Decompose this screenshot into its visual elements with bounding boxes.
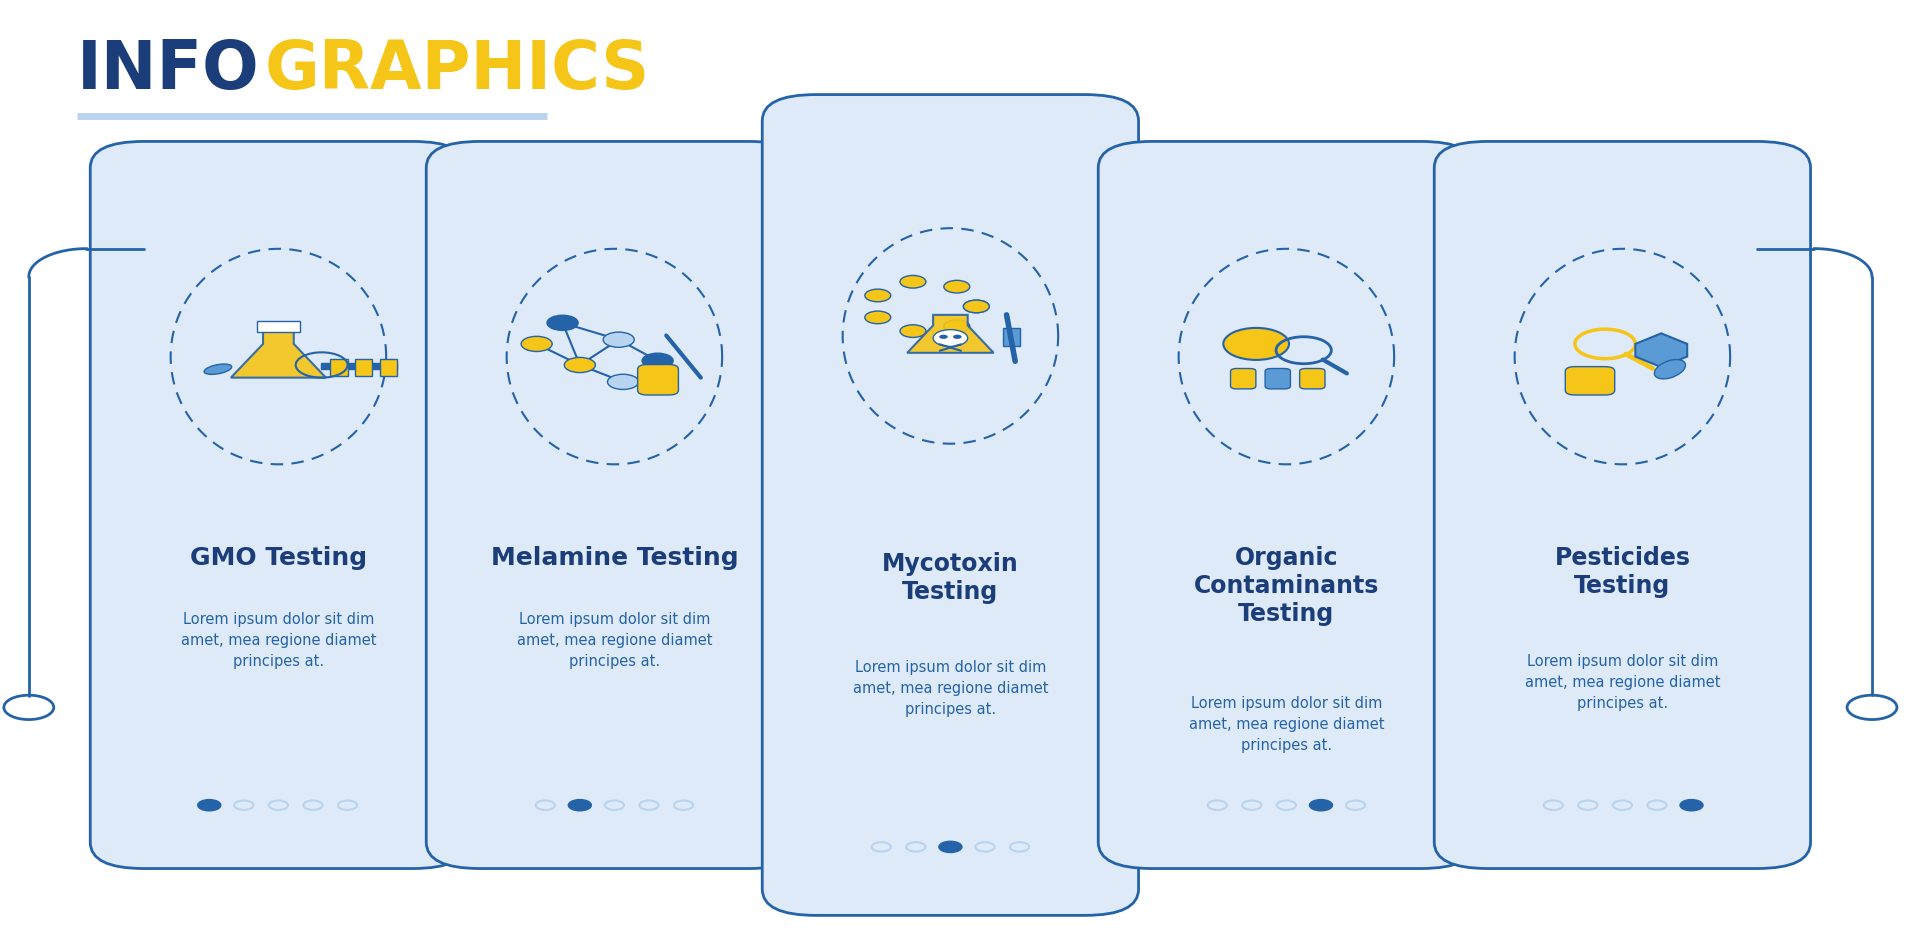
Bar: [355, 359, 372, 376]
Circle shape: [939, 841, 962, 853]
Bar: [380, 359, 397, 376]
Text: Pesticides
Testing: Pesticides Testing: [1555, 546, 1690, 597]
Polygon shape: [1636, 334, 1688, 368]
Circle shape: [900, 276, 925, 289]
FancyBboxPatch shape: [426, 142, 803, 869]
Text: GRAPHICS: GRAPHICS: [265, 37, 651, 103]
FancyBboxPatch shape: [1265, 369, 1290, 389]
Text: GMO Testing: GMO Testing: [190, 546, 367, 570]
FancyBboxPatch shape: [1300, 369, 1325, 389]
Text: Mycotoxin
Testing: Mycotoxin Testing: [881, 551, 1020, 603]
Circle shape: [547, 316, 578, 331]
Circle shape: [964, 300, 989, 314]
Circle shape: [933, 330, 968, 347]
FancyBboxPatch shape: [762, 95, 1139, 915]
Circle shape: [945, 281, 970, 294]
Bar: [1002, 329, 1020, 347]
Bar: [257, 322, 300, 333]
Circle shape: [568, 799, 591, 811]
Circle shape: [603, 333, 634, 348]
Text: Lorem ipsum dolor sit dim
amet, mea regione diamet
principes at.: Lorem ipsum dolor sit dim amet, mea regi…: [516, 611, 712, 668]
Ellipse shape: [204, 365, 232, 375]
Polygon shape: [908, 315, 995, 354]
Circle shape: [1223, 329, 1288, 360]
Text: Melamine Testing: Melamine Testing: [492, 546, 737, 570]
Circle shape: [564, 358, 595, 373]
Circle shape: [607, 375, 639, 390]
Circle shape: [864, 290, 891, 302]
Circle shape: [864, 312, 891, 325]
FancyBboxPatch shape: [1231, 369, 1256, 389]
FancyBboxPatch shape: [637, 365, 678, 396]
FancyBboxPatch shape: [1565, 367, 1615, 396]
Text: Lorem ipsum dolor sit dim
amet, mea regione diamet
principes at.: Lorem ipsum dolor sit dim amet, mea regi…: [1524, 653, 1720, 710]
Bar: [330, 359, 348, 376]
Text: Lorem ipsum dolor sit dim
amet, mea regione diamet
principes at.: Lorem ipsum dolor sit dim amet, mea regi…: [852, 659, 1048, 716]
Text: Lorem ipsum dolor sit dim
amet, mea regione diamet
principes at.: Lorem ipsum dolor sit dim amet, mea regi…: [1188, 695, 1384, 753]
FancyBboxPatch shape: [1434, 142, 1811, 869]
Circle shape: [641, 354, 674, 369]
Circle shape: [520, 337, 553, 352]
Text: INFO: INFO: [77, 37, 259, 103]
Circle shape: [900, 326, 925, 338]
Text: Lorem ipsum dolor sit dim
amet, mea regione diamet
principes at.: Lorem ipsum dolor sit dim amet, mea regi…: [180, 611, 376, 668]
Circle shape: [945, 320, 970, 333]
Ellipse shape: [1655, 360, 1686, 379]
Polygon shape: [230, 332, 326, 378]
FancyBboxPatch shape: [1098, 142, 1475, 869]
Circle shape: [198, 799, 221, 811]
Circle shape: [1680, 799, 1703, 811]
FancyBboxPatch shape: [90, 142, 467, 869]
Circle shape: [939, 335, 948, 340]
Text: Organic
Contaminants
Testing: Organic Contaminants Testing: [1194, 546, 1379, 625]
Circle shape: [952, 335, 962, 340]
Circle shape: [1309, 799, 1332, 811]
Bar: [321, 363, 397, 370]
Circle shape: [964, 300, 989, 314]
